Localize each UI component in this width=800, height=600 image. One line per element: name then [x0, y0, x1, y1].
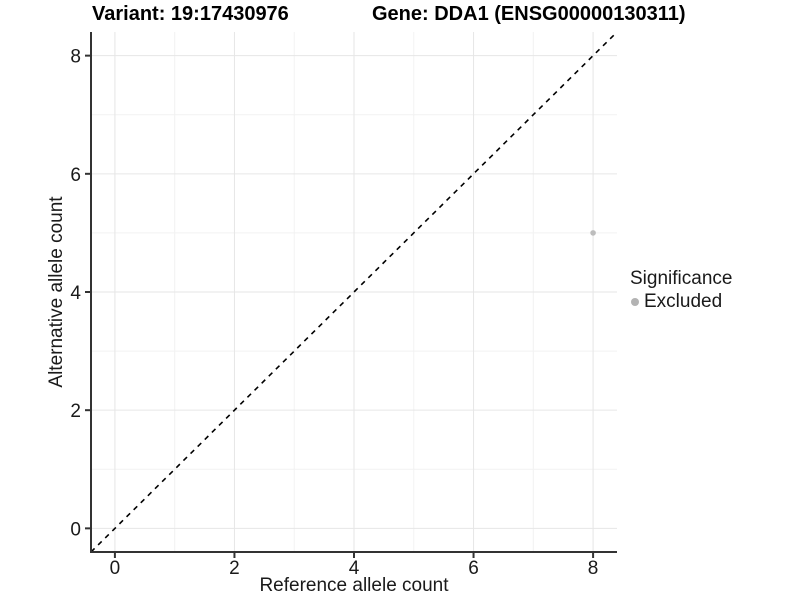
- legend: Significance Excluded: [630, 267, 732, 313]
- legend-title: Significance: [630, 268, 733, 289]
- legend-item-label: Excluded: [644, 291, 723, 312]
- plot-title-variant: Variant: 19:17430976: [92, 3, 289, 25]
- y-tick-label: 0: [70, 519, 81, 540]
- x-tick-label: 0: [110, 558, 121, 579]
- y-axis-title: Alternative allele count: [46, 196, 67, 388]
- x-tick-label: 8: [588, 558, 599, 579]
- y-tick-label: 2: [70, 401, 81, 422]
- x-tick-label: 6: [468, 558, 479, 579]
- plot-title-gene: Gene: DDA1 (ENSG00000130311): [372, 3, 686, 25]
- x-tick-label: 4: [349, 558, 360, 579]
- y-tick-label: 8: [70, 47, 81, 68]
- y-tick-label: 6: [70, 165, 81, 186]
- y-tick-label: 4: [70, 283, 81, 304]
- x-tick-label: 2: [229, 558, 240, 579]
- x-axis-title: Reference allele count: [259, 575, 449, 596]
- legend-point-icon: [631, 297, 639, 306]
- identity-line: [90, 31, 618, 553]
- data-point: [590, 230, 596, 236]
- legend-item-excluded: Excluded: [631, 290, 732, 313]
